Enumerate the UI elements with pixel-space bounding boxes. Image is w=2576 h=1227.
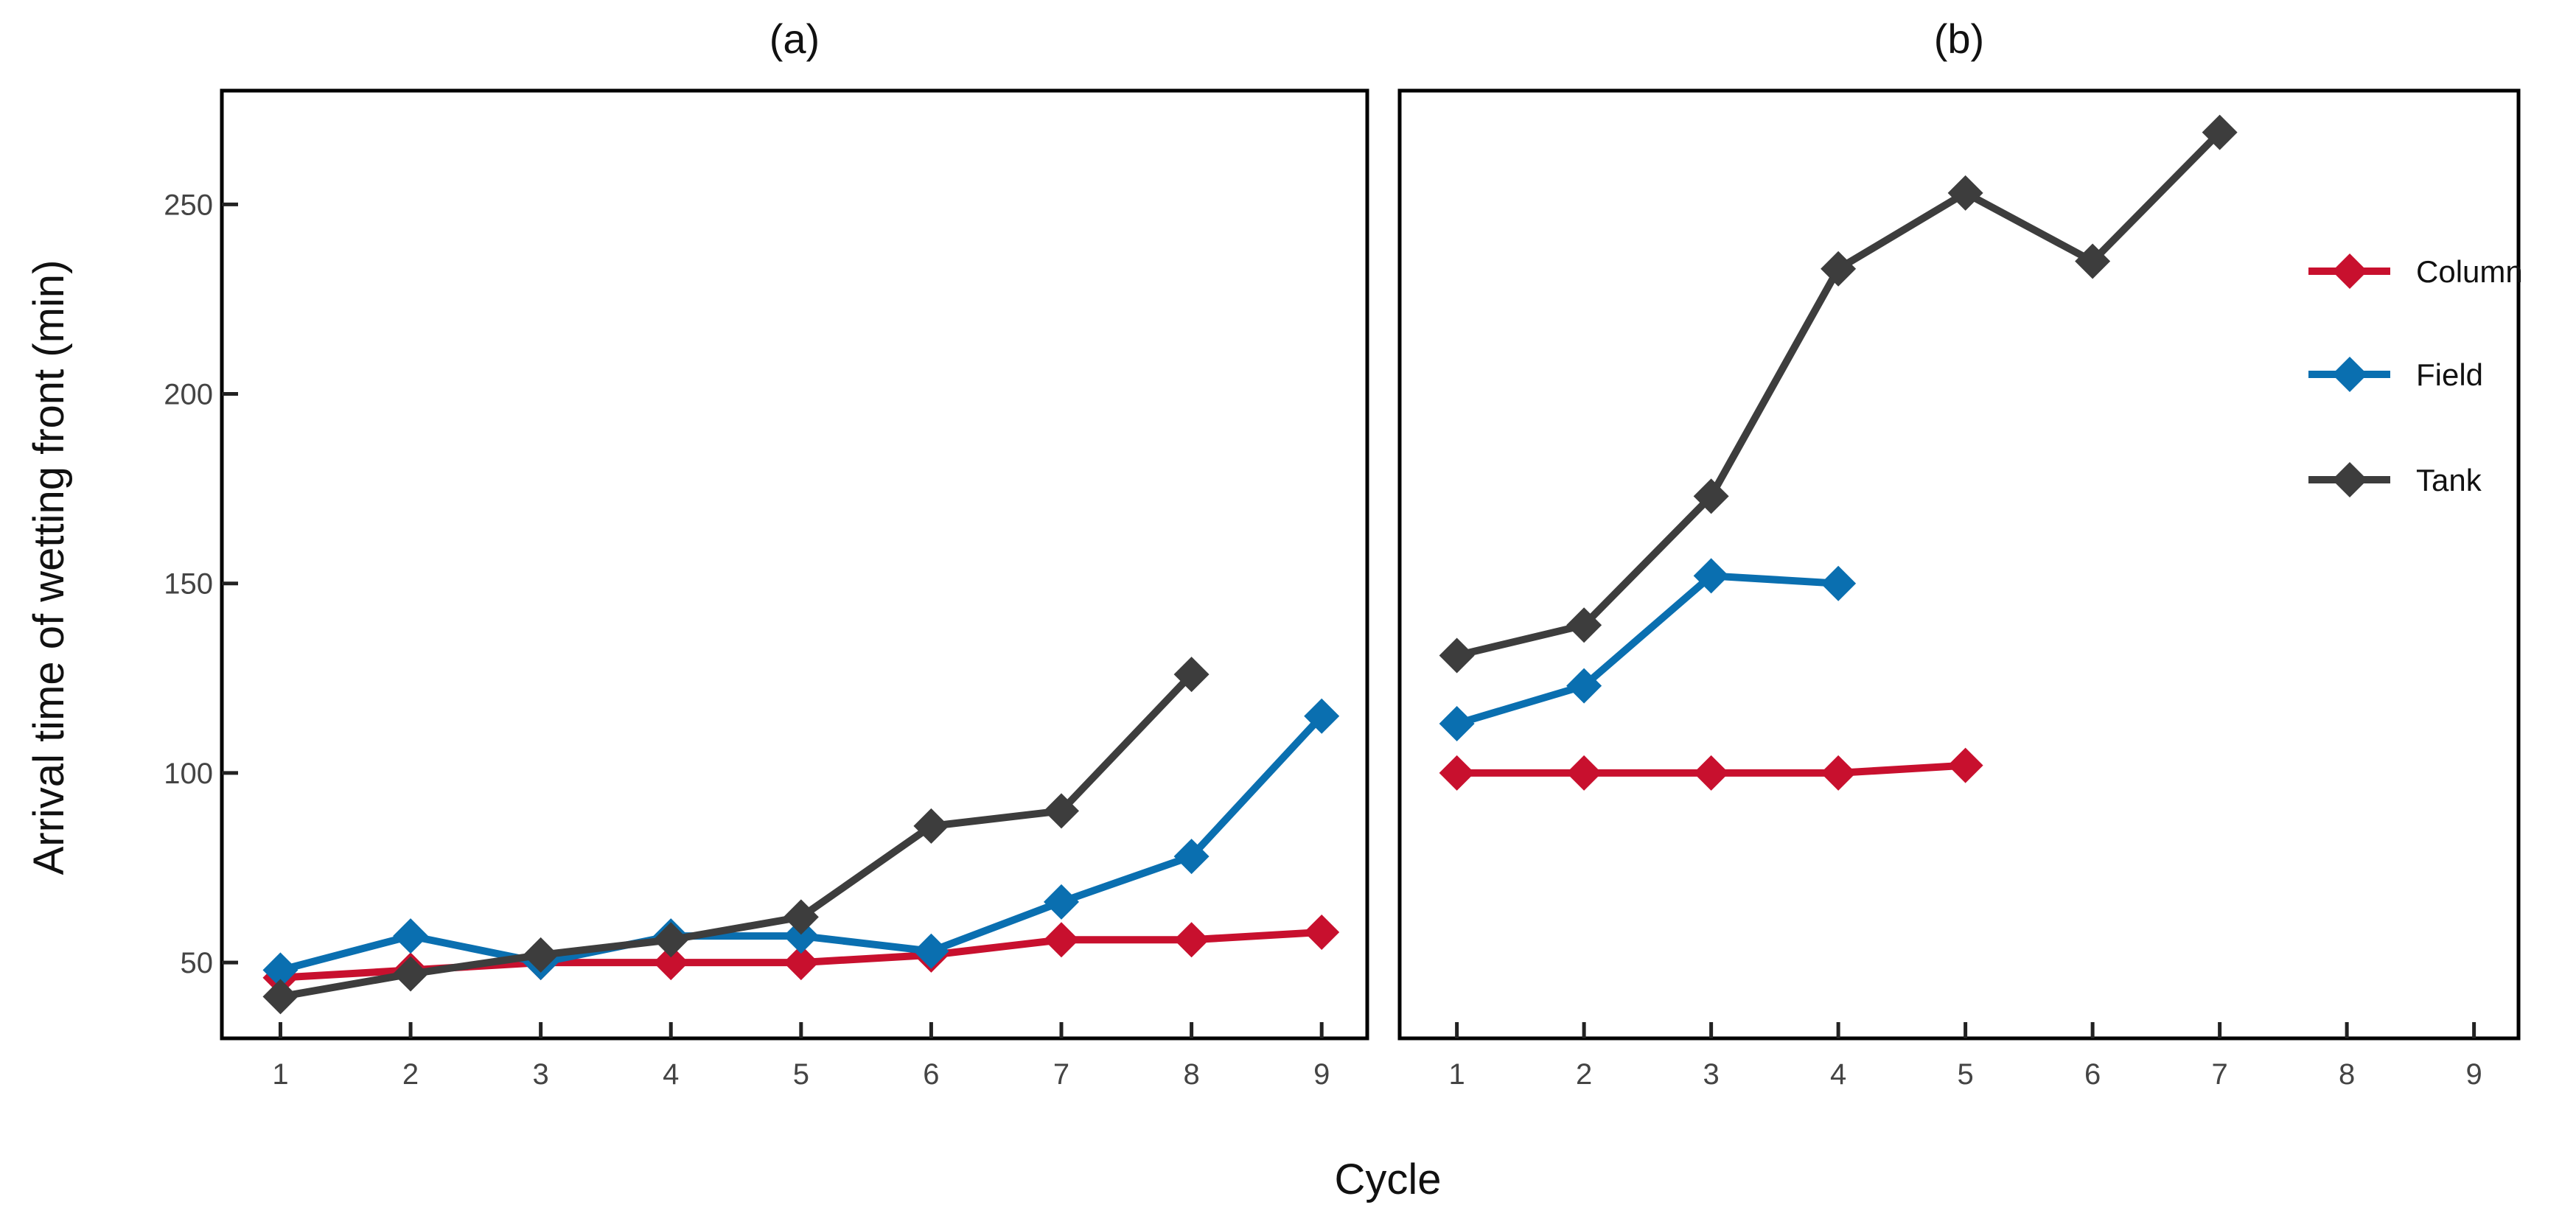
data-point: [1821, 251, 1857, 287]
x-tick-label: 7: [1053, 1058, 1069, 1091]
legend-marker: [2332, 357, 2367, 392]
data-point: [1947, 175, 1983, 211]
data-point: [913, 808, 949, 844]
data-point: [1566, 607, 1602, 643]
data-point: [783, 918, 819, 954]
legend-item-field: Field: [2308, 357, 2483, 392]
series-tank: [262, 657, 1210, 1015]
x-tick-label: 2: [1576, 1058, 1592, 1091]
data-point: [262, 952, 299, 988]
x-tick-label: 1: [1449, 1058, 1465, 1091]
x-tick-label: 4: [663, 1058, 679, 1091]
data-point: [1693, 558, 1729, 594]
data-point: [1821, 755, 1857, 791]
series-field: [262, 698, 1340, 988]
x-tick-label: 9: [2466, 1058, 2482, 1091]
x-tick-label: 6: [923, 1058, 939, 1091]
y-tick-label: 50: [181, 947, 214, 979]
data-point: [1693, 478, 1729, 514]
x-tick-label: 3: [533, 1058, 549, 1091]
panel-a-title: (a): [769, 15, 820, 62]
data-point: [653, 922, 689, 958]
x-axis-label: Cycle: [1334, 1156, 1441, 1203]
data-point: [1439, 637, 1475, 674]
data-point: [653, 945, 689, 981]
series-field: [1439, 558, 1857, 742]
series-column: [262, 914, 1340, 996]
x-tick-label: 3: [1703, 1058, 1720, 1091]
series-tank: [1439, 114, 2238, 674]
data-point: [523, 937, 559, 973]
legend-item-tank: Tank: [2308, 462, 2482, 497]
y-axis-label: Arrival time of wetting front (min): [25, 260, 73, 875]
data-point: [1044, 793, 1080, 829]
data-point: [2202, 114, 2238, 150]
legend-label: Field: [2416, 357, 2483, 392]
data-point: [1044, 884, 1080, 920]
data-point: [393, 918, 429, 954]
data-point: [1173, 839, 1210, 875]
series-line-tank: [279, 671, 1195, 1001]
data-point: [1304, 914, 1340, 950]
series-line-field: [1456, 572, 1839, 727]
data-point: [1439, 706, 1475, 742]
data-point: [1044, 922, 1080, 958]
x-tick-label: 2: [402, 1058, 419, 1091]
data-point: [783, 899, 819, 935]
y-tick-label: 200: [164, 379, 213, 411]
y-tick-label: 250: [164, 189, 213, 221]
data-point: [1947, 747, 1983, 783]
legend-item-column: Column: [2308, 254, 2523, 289]
x-tick-label: 8: [1183, 1058, 1199, 1091]
x-tick-label: 6: [2084, 1058, 2101, 1091]
data-point: [262, 979, 299, 1015]
data-point: [1693, 755, 1729, 791]
data-point: [1304, 698, 1340, 734]
panel-a: 1 2 3 4 5 6 7 8 9 50 100 150 200 250: [164, 88, 1369, 1091]
plot-frame: [220, 88, 1369, 1041]
data-point: [1173, 657, 1210, 693]
data-point: [1566, 755, 1602, 791]
data-point: [913, 933, 949, 969]
legend: Column Field Tank: [2308, 254, 2523, 497]
x-tick-label: 1: [272, 1058, 288, 1091]
legend-label: Column: [2416, 254, 2523, 289]
x-tick-label: 4: [1830, 1058, 1846, 1091]
legend-marker: [2332, 462, 2367, 497]
x-tick-label: 5: [793, 1058, 809, 1091]
data-point: [1439, 755, 1475, 791]
data-point: [2075, 243, 2111, 279]
data-point: [393, 956, 429, 992]
data-point: [783, 945, 819, 981]
data-point: [1173, 922, 1210, 958]
legend-marker: [2332, 254, 2367, 289]
x-tick-label: 5: [1958, 1058, 1974, 1091]
x-tick-label: 8: [2339, 1058, 2355, 1091]
y-tick-label: 150: [164, 568, 213, 601]
plot-frame: [1397, 88, 2521, 1041]
legend-label: Tank: [2416, 463, 2482, 497]
data-point: [1821, 565, 1857, 601]
panel-b: 1 2 3 4 5 6 7 8 9 Column Field Tank: [1397, 88, 2523, 1091]
panel-b-title: (b): [1934, 15, 1984, 62]
series-column: [1439, 747, 1983, 791]
data-point: [1566, 668, 1602, 704]
x-tick-label: 9: [1313, 1058, 1330, 1091]
y-tick-label: 100: [164, 758, 213, 790]
x-tick-label: 7: [2212, 1058, 2228, 1091]
